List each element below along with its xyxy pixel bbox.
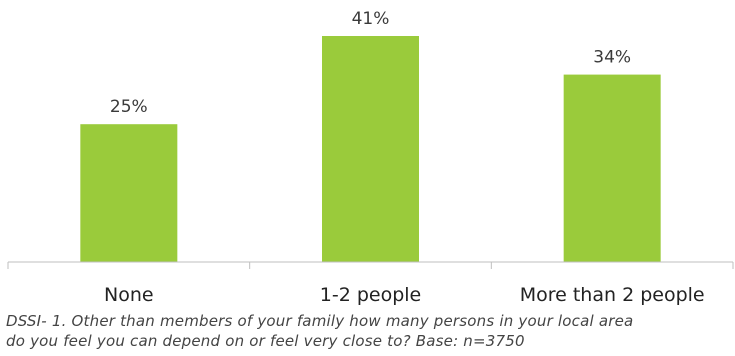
bar-none — [80, 124, 177, 262]
data-label: 41% — [352, 9, 390, 29]
data-label: 25% — [110, 97, 148, 117]
category-label: More than 2 people — [520, 284, 705, 306]
x-axis-tick-group — [8, 262, 733, 269]
bar-1-2-people — [322, 36, 419, 262]
bar-group — [80, 36, 660, 262]
data-label: 34% — [593, 48, 631, 68]
footnote: DSSI- 1. Other than members of your fami… — [6, 311, 734, 351]
category-label: 1-2 people — [320, 284, 421, 306]
bar-more-than-2-people — [564, 75, 661, 262]
footnote-line-2: do you feel you can depend on or feel ve… — [6, 331, 734, 351]
category-label: None — [104, 284, 154, 306]
category-label-group: None 1-2 people More than 2 people — [104, 284, 705, 306]
footnote-line-1: DSSI- 1. Other than members of your fami… — [6, 311, 734, 331]
bar-chart: 25% 41% 34% None 1-2 people More than 2 peop… — [0, 0, 735, 310]
